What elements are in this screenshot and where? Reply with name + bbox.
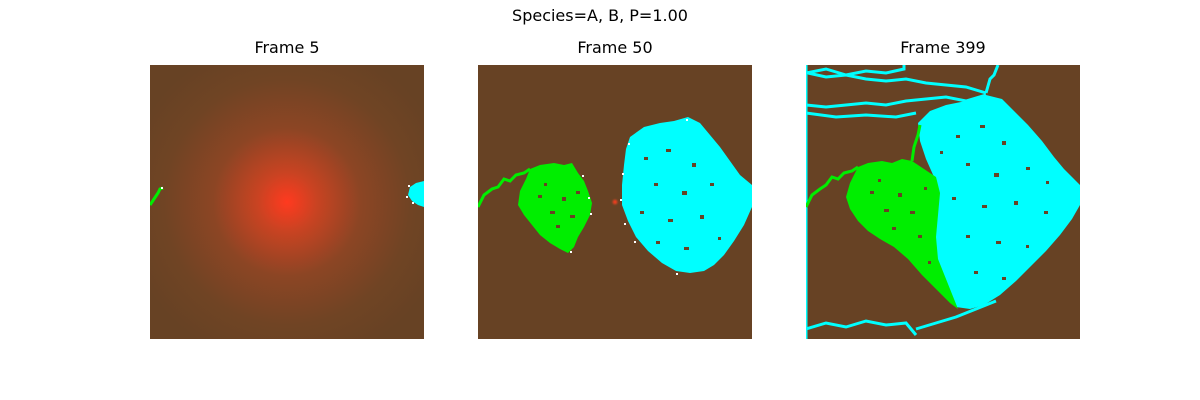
simulation-image [150,65,424,339]
panel-frame-399: Frame 399 [806,38,1080,339]
simulation-image [478,65,752,339]
panel-title: Frame 50 [577,38,653,57]
panel-frame-5: Frame 5 [150,38,424,339]
species-a-colony [806,124,958,309]
species-b-colony [918,95,1080,309]
simulation-image [806,65,1080,339]
species-b-colony [620,117,752,275]
soil-field [150,65,424,339]
species-a-colony [478,163,592,253]
panel-title: Frame 5 [254,38,320,57]
species-b-colony [406,181,424,207]
figure-title: Species=A, B, P=1.00 [512,6,688,25]
panel-frame-50: Frame 50 [478,38,752,339]
panel-title: Frame 399 [900,38,986,57]
species-a-colony [150,186,164,206]
species-b-branches [806,65,1000,339]
